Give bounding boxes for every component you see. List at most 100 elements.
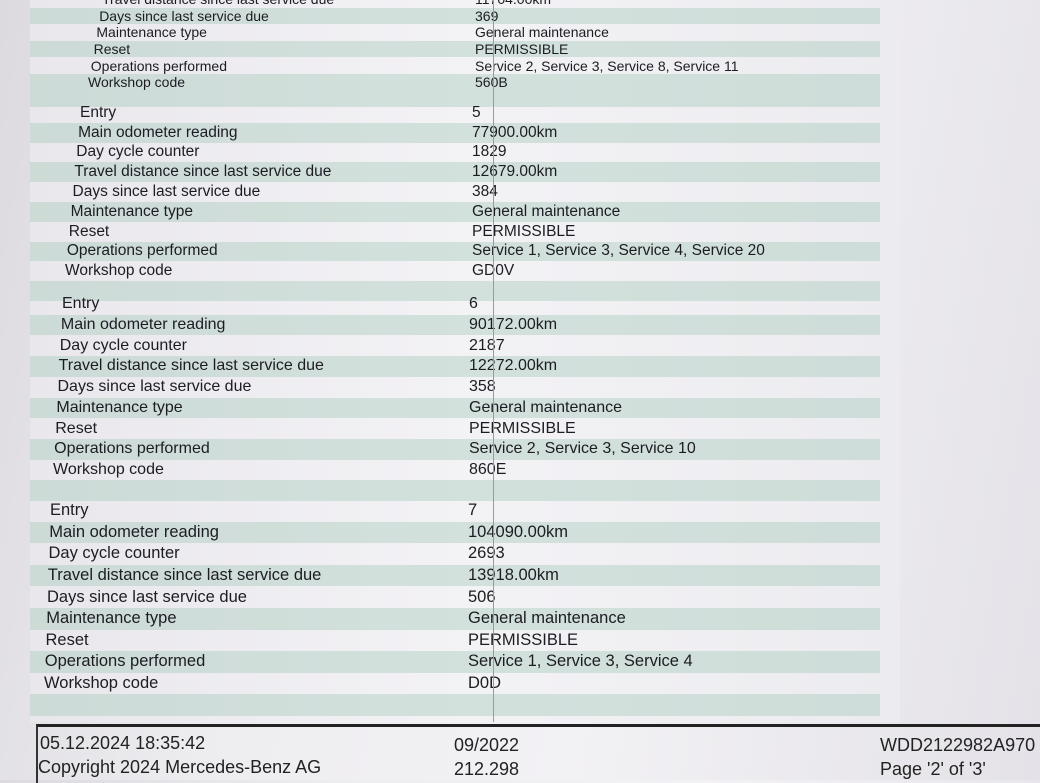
entry-separator xyxy=(30,90,880,108)
table-row: Reset PERMISSIBLE xyxy=(30,630,880,652)
table-row: Main odometer reading 90172.00km xyxy=(30,314,880,336)
table-row: Workshop code D0D xyxy=(30,673,880,695)
table-row: Operations performed Service 1, Service 3… xyxy=(30,651,880,673)
field-value: 7 xyxy=(468,501,478,520)
field-label: Maintenance type xyxy=(70,202,193,220)
field-value: PERMISSIBLE xyxy=(468,630,579,649)
field-label: Main odometer reading xyxy=(49,522,219,541)
table-row: Entry 6 xyxy=(30,294,880,315)
print-datetime: 05.12.2024 18:35:42 xyxy=(40,733,206,753)
field-value: Service 1, Service 3, Service 4, Service… xyxy=(472,242,765,260)
entry-separator xyxy=(30,480,880,501)
field-value: 2187 xyxy=(469,336,505,354)
column-divider xyxy=(493,0,494,722)
table-row: Travel distance since last service due 12… xyxy=(30,162,880,183)
table-row: Entry 5 xyxy=(30,103,880,123)
field-label: Maintenance type xyxy=(96,24,207,41)
table-row: Operations performed Service 2, Service 3… xyxy=(30,57,880,74)
field-label: Day cycle counter xyxy=(76,143,200,161)
copyright: Copyright 2024 Mercedes-Benz AG xyxy=(38,757,322,777)
field-value: 104090.00km xyxy=(468,522,568,541)
table-row: Entry 7 xyxy=(30,500,880,522)
field-label: Operations performed xyxy=(44,652,206,671)
field-label: Reset xyxy=(55,419,98,437)
field-label: Workshop code xyxy=(44,674,159,693)
service-record-sheet: Travel distance since last service due 11… xyxy=(30,0,900,722)
field-label: Main odometer reading xyxy=(60,316,226,334)
page-number: Page '2' of '3' xyxy=(880,759,986,779)
vin: WDD2122982A970 xyxy=(880,735,1036,755)
table-row: Maintenance type General maintenance xyxy=(30,202,880,222)
field-value: General maintenance xyxy=(468,609,626,628)
field-label: Workshop code xyxy=(65,262,173,280)
field-label: Reset xyxy=(45,630,89,649)
field-value: PERMISSIBLE xyxy=(475,41,569,58)
table-row: Maintenance type General maintenance xyxy=(30,397,880,419)
table-row: Day cycle counter 2693 xyxy=(30,543,880,565)
field-value: 11704.00km xyxy=(475,0,551,7)
table-row: Main odometer reading 104090.00km xyxy=(30,521,880,544)
field-label: Maintenance type xyxy=(46,609,177,628)
table-row: Workshop code 860E xyxy=(30,460,880,481)
field-label: Entry xyxy=(50,501,89,520)
table-row: Maintenance type General maintenance xyxy=(30,24,880,41)
field-value: 6 xyxy=(469,295,478,313)
table-row: Travel distance since last service due 11… xyxy=(30,0,880,8)
field-label: Operations performed xyxy=(90,57,227,74)
table-row: Travel distance since last service due 13… xyxy=(30,564,880,587)
table-row: Reset PERMISSIBLE xyxy=(30,40,880,58)
field-label: Operations performed xyxy=(54,440,210,458)
table-row: Days since last service due 384 xyxy=(30,182,880,202)
table-row: Reset PERMISSIBLE xyxy=(30,418,880,439)
field-label: Entry xyxy=(62,295,100,313)
field-value: PERMISSIBLE xyxy=(472,222,576,240)
field-value: 77900.00km xyxy=(472,123,558,141)
table-row: Operations performed Service 2, Service 3… xyxy=(30,438,880,460)
field-value: 506 xyxy=(468,587,496,606)
entry-separator xyxy=(30,694,880,716)
field-value: Service 2, Service 3, Service 8, Service… xyxy=(475,57,739,74)
table-row: Workshop code 560B xyxy=(30,74,880,91)
field-label: Travel distance since last service due xyxy=(47,566,322,585)
table-row: Days since last service due 358 xyxy=(30,377,880,398)
table-row: Operations performed Service 1, Service 3… xyxy=(30,241,880,262)
field-value: 369 xyxy=(475,7,499,24)
field-label: Days since last service due xyxy=(57,378,252,396)
field-label: Days since last service due xyxy=(72,183,261,201)
field-value: 12272.00km xyxy=(469,357,558,375)
table-row: Day cycle counter 2187 xyxy=(30,335,880,356)
field-value: General maintenance xyxy=(475,24,609,41)
field-label: Days since last service due xyxy=(47,587,247,606)
field-label: Operations performed xyxy=(66,242,218,260)
field-value: 1829 xyxy=(472,143,507,161)
page-footer: 05.12.2024 18:35:42 Copyright 2024 Merce… xyxy=(36,724,1040,783)
field-label: Entry xyxy=(80,103,117,121)
field-value: 358 xyxy=(469,378,496,396)
field-label: Travel distance since last service due xyxy=(74,163,332,181)
date-code: 09/2022 xyxy=(454,735,520,755)
table-row: Travel distance since last service due 12… xyxy=(30,356,880,377)
field-value: 13918.00km xyxy=(468,566,559,585)
table-row: Workshop codeGD0V xyxy=(30,261,880,281)
table-row: Main odometer reading 77900.00km xyxy=(30,122,880,143)
table-row: Days since last service due 506 xyxy=(30,586,880,608)
table-row: Maintenance type General maintenance xyxy=(30,608,880,630)
field-label: Days since last service due xyxy=(99,7,269,24)
field-value: 2693 xyxy=(468,544,505,563)
field-label: Workshop code xyxy=(88,74,186,91)
model-code: 212.298 xyxy=(454,759,520,779)
table-row: Reset PERMISSIBLE xyxy=(30,222,880,242)
field-label: Day cycle counter xyxy=(48,544,180,563)
field-value: 384 xyxy=(472,183,498,201)
entry-separator xyxy=(30,281,880,301)
field-label: Travel distance since last service due xyxy=(58,357,324,375)
field-label: Maintenance type xyxy=(56,398,183,416)
field-label: Workshop code xyxy=(53,460,164,478)
field-value: 560B xyxy=(475,74,508,91)
field-label: Reset xyxy=(68,222,110,240)
field-value: 12679.00km xyxy=(472,163,558,181)
field-value: Service 1, Service 3, Service 4 xyxy=(468,652,693,671)
field-value: 860E xyxy=(469,460,507,478)
table-row: Days since last service due 369 xyxy=(30,7,880,25)
field-label: Travel distance since last service due xyxy=(102,0,334,7)
